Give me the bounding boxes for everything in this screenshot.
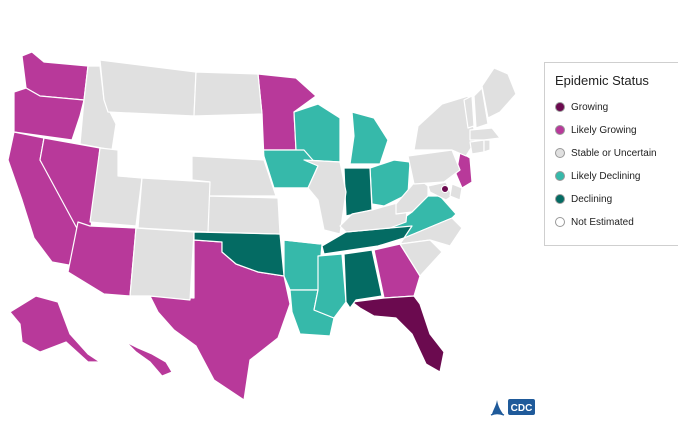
- legend-label: Likely Declining: [571, 170, 641, 182]
- legend-label: Likely Growing: [571, 124, 637, 136]
- state-mt: [99, 59, 197, 117]
- legend-title: Epidemic Status: [555, 73, 649, 88]
- legend: Epidemic Status Growing Likely Growing Sta…: [544, 62, 678, 246]
- legend-swatch: [555, 102, 565, 112]
- state-ri: [483, 139, 491, 153]
- us-map: [0, 40, 530, 443]
- legend-item-stable: Stable or Uncertain: [555, 145, 657, 161]
- state-ak: [9, 295, 101, 363]
- state-ar: [283, 239, 323, 291]
- state-pa: [407, 149, 461, 185]
- state-nd: [193, 71, 263, 117]
- state-al: [343, 249, 383, 309]
- state-ks: [205, 195, 281, 235]
- state-mi: [349, 111, 389, 165]
- legend-label: Growing: [571, 101, 609, 113]
- state-sd: [191, 113, 265, 161]
- cdc-logo-text: CDC: [511, 403, 533, 414]
- state-wy: [117, 117, 195, 181]
- state-wv: [395, 177, 429, 215]
- state-sc: [399, 239, 443, 277]
- state-az: [67, 221, 137, 297]
- legend-label: Stable or Uncertain: [571, 147, 657, 159]
- us-map-svg: [7, 51, 517, 401]
- state-ok: [193, 231, 285, 277]
- legend-label: Declining: [571, 193, 613, 205]
- state-nm: [129, 227, 195, 301]
- state-hi: [125, 341, 173, 377]
- state-vt: [463, 95, 475, 129]
- state-ga: [373, 243, 421, 299]
- legend-swatch: [555, 125, 565, 135]
- legend-item-declining: Declining: [555, 191, 612, 207]
- legend-label: Not Estimated: [571, 216, 634, 228]
- legend-item-likely-growing: Likely Growing: [555, 122, 637, 138]
- state-in: [343, 167, 373, 217]
- legend-swatch: [555, 194, 565, 204]
- state-me: [481, 67, 517, 119]
- state-ms: [313, 253, 347, 319]
- state-nh: [473, 87, 489, 129]
- legend-swatch: [555, 217, 565, 227]
- cdc-logo-svg: CDC: [490, 399, 535, 416]
- legend-swatch: [555, 171, 565, 181]
- legend-item-likely-declining: Likely Declining: [555, 168, 640, 184]
- state-il: [303, 159, 347, 235]
- legend-swatch: [555, 148, 565, 158]
- state-fl: [351, 295, 445, 373]
- state-ma: [469, 127, 501, 141]
- state-co: [137, 177, 211, 233]
- cdc-logo: CDC: [489, 396, 537, 418]
- legend-item-not-estimated: Not Estimated: [555, 214, 634, 230]
- state-dc-marker: [441, 185, 449, 193]
- state-de: [449, 183, 463, 201]
- legend-item-growing: Growing: [555, 99, 608, 115]
- state-ct: [469, 139, 485, 155]
